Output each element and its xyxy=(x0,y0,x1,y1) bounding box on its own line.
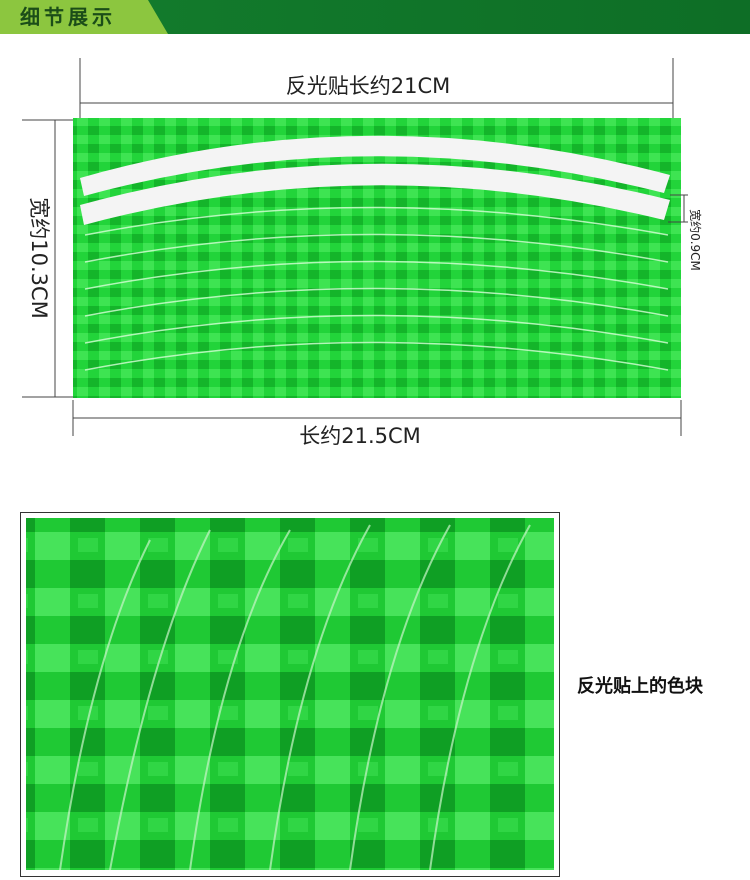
detail-photo xyxy=(26,518,554,870)
detail-caption: 反光贴上的色块 xyxy=(577,675,704,697)
dim-label: 宽约10.3CM xyxy=(27,197,51,319)
dim-label: 长约21.5CM xyxy=(299,424,421,448)
strip-outlines xyxy=(84,206,669,371)
dim-label: 反光贴长约21CM xyxy=(286,74,451,98)
white-strip xyxy=(80,163,670,225)
detail-lines xyxy=(59,524,531,871)
dim-label: 宽约0.9CM xyxy=(688,209,703,271)
header-title: 细节展示 xyxy=(20,5,116,29)
header-tab xyxy=(0,0,168,34)
white-strip xyxy=(80,135,670,196)
